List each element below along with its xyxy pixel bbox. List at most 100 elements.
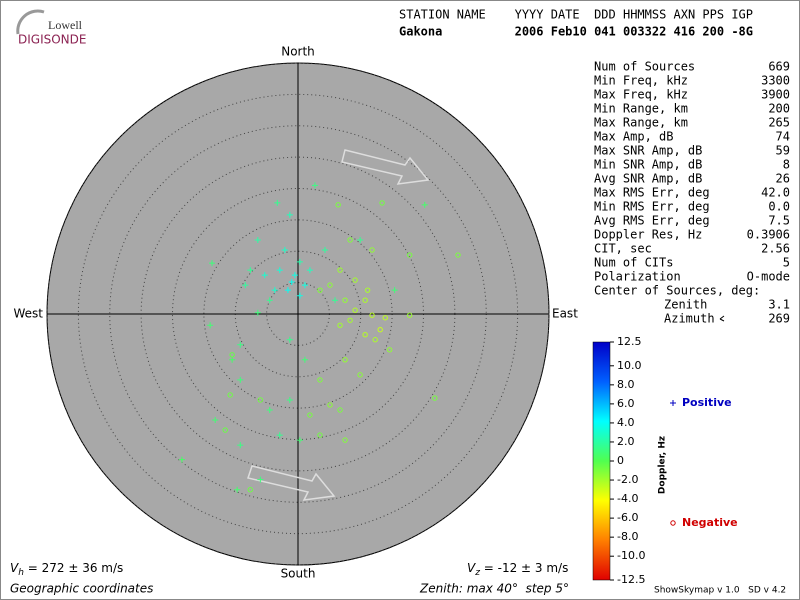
- source-point: [377, 326, 383, 333]
- source-point: [335, 202, 341, 208]
- source-point: [337, 322, 343, 328]
- stats-value: 3900: [761, 88, 790, 102]
- stats-label: Max RMS Err, deg: [594, 186, 710, 200]
- source-point: [261, 272, 268, 279]
- vz-label: Vz = -12 ± 3 m/s: [467, 561, 568, 578]
- stats-label: Doppler Res, Hz: [594, 228, 702, 242]
- stats-label: Avg RMS Err, deg: [594, 214, 710, 228]
- source-point: [227, 392, 233, 398]
- stats-label: Max SNR Amp, dB: [594, 144, 702, 158]
- zenith-label: Zenith: max 40° step 5°: [419, 582, 569, 596]
- source-point: [247, 487, 254, 493]
- source-point: [321, 246, 328, 253]
- stats-value: O-mode: [747, 270, 790, 284]
- source-point: [276, 432, 283, 439]
- colorbar-tick-label: 2.0: [617, 435, 635, 448]
- source-point: [455, 252, 461, 258]
- legend-label: Negative: [682, 516, 738, 529]
- colorbar-tick-label: -10.0: [617, 549, 645, 562]
- source-point: [257, 397, 264, 403]
- stats-label: Polarization: [594, 270, 681, 284]
- source-point: [229, 356, 236, 363]
- source-point: [342, 297, 348, 303]
- direction-label: West: [13, 307, 43, 321]
- source-point: [301, 282, 308, 289]
- source-point: [382, 315, 388, 321]
- stats-label: Azimuth: [664, 312, 715, 326]
- legend-marker: [670, 400, 676, 406]
- source-point: [352, 307, 358, 313]
- arrow: [341, 149, 430, 185]
- stats-value: 2.56: [761, 242, 790, 256]
- source-point: [296, 258, 303, 265]
- source-point: [307, 412, 313, 418]
- source-point: [207, 322, 214, 329]
- source-point: [286, 396, 293, 403]
- source-point: [266, 297, 273, 304]
- source-point: [364, 287, 371, 293]
- source-point: [317, 432, 323, 438]
- source-point: [357, 372, 363, 378]
- source-point: [247, 267, 254, 274]
- source-point: [276, 267, 283, 274]
- stats-value: 5: [783, 256, 790, 270]
- header-line: Gakona 2006 Feb10 041 003322 416 200 -8G: [399, 25, 753, 39]
- source-point: [386, 347, 393, 353]
- source-point: [317, 287, 323, 293]
- arrow: [247, 465, 336, 501]
- source-point: [342, 437, 348, 443]
- source-point: [286, 336, 293, 343]
- source-point: [406, 252, 413, 258]
- source-point: [421, 201, 428, 208]
- source-point: [286, 211, 293, 218]
- subscript: h: [18, 568, 24, 578]
- source-point: [281, 246, 288, 253]
- value: = -12 ± 3 m/s: [480, 561, 568, 575]
- source-point: [288, 278, 295, 285]
- source-point: [379, 200, 385, 206]
- source-point: [332, 297, 339, 304]
- stats-label: Min RMS Err, deg: [594, 200, 710, 214]
- stats-value: 74: [776, 130, 790, 144]
- source-point: [296, 437, 303, 444]
- stats-value: 42.0: [761, 186, 790, 200]
- colorbar-tick-label: -12.5: [617, 573, 645, 586]
- source-point: [212, 417, 219, 424]
- source-point: [284, 287, 291, 294]
- source-point: [311, 182, 318, 189]
- stats-value: 3300: [761, 74, 790, 88]
- source-point: [274, 199, 281, 206]
- logo-top: Lowell: [48, 18, 83, 32]
- symbol: V: [10, 561, 19, 575]
- stats-value: 269: [768, 312, 790, 326]
- colorbar-tick-label: 8.0: [617, 378, 635, 391]
- source-point: [257, 476, 264, 483]
- direction-label: East: [552, 307, 578, 321]
- colorbar-tick-label: 6.0: [617, 397, 635, 410]
- source-point: [266, 407, 273, 414]
- direction-label: South: [281, 567, 316, 581]
- direction-label: North: [281, 45, 315, 59]
- colorbar-tick-label: 12.5: [617, 335, 642, 348]
- colorbar-label: Doppler, Hz: [658, 436, 668, 494]
- value: = 272 ± 36 m/s: [24, 561, 123, 575]
- legend-marker: [670, 520, 676, 526]
- source-point: [347, 317, 353, 323]
- stats-value: 669: [768, 60, 790, 74]
- azimuth-icon: [719, 315, 725, 322]
- stats-label: Max Amp, dB: [594, 130, 673, 144]
- stats-value: 3.1: [768, 298, 790, 312]
- source-point: [317, 377, 323, 383]
- colorbar: [592, 341, 611, 581]
- source-point: [242, 282, 249, 289]
- stats-label: CIT, sec: [594, 242, 652, 256]
- source-point: [337, 407, 343, 413]
- source-point: [271, 287, 278, 294]
- source-point: [209, 260, 216, 267]
- source-point: [237, 341, 244, 348]
- logo-bottom: DIGISONDE: [18, 33, 86, 47]
- stats-label: Max Freq, kHz: [594, 88, 688, 102]
- colorbar-tick-label: 4.0: [617, 416, 635, 429]
- source-point: [406, 312, 413, 318]
